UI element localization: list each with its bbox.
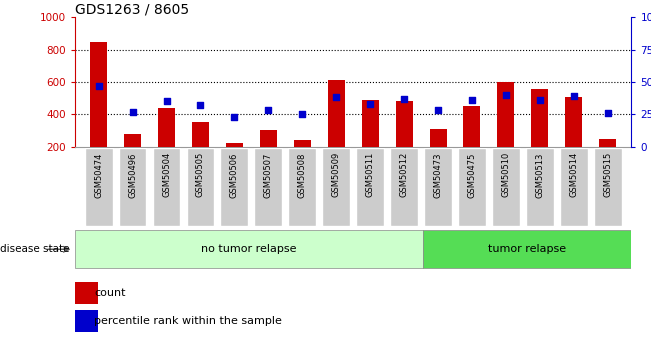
Text: no tumor relapse: no tumor relapse (201, 244, 297, 254)
Bar (599, 139, 616, 147)
FancyBboxPatch shape (390, 148, 418, 226)
Point (433, 108, 443, 113)
Point (501, 92, 511, 98)
FancyBboxPatch shape (187, 148, 214, 226)
Bar (260, 130, 277, 147)
FancyBboxPatch shape (458, 148, 486, 226)
FancyBboxPatch shape (422, 230, 631, 268)
Point (161, 99, 172, 104)
Text: GSM50513: GSM50513 (535, 152, 544, 198)
Text: disease state: disease state (0, 244, 70, 254)
FancyBboxPatch shape (288, 148, 316, 226)
Point (331, 95, 341, 100)
Text: GDS1263 / 8605: GDS1263 / 8605 (75, 2, 189, 16)
FancyBboxPatch shape (255, 148, 283, 226)
Point (568, 93, 579, 99)
Text: GSM50508: GSM50508 (298, 152, 307, 198)
Text: GSM50511: GSM50511 (366, 152, 374, 197)
Bar (294, 140, 311, 147)
Text: GSM50473: GSM50473 (434, 152, 443, 198)
FancyBboxPatch shape (221, 148, 248, 226)
Bar (464, 106, 480, 147)
Bar (192, 122, 209, 147)
Text: GSM50510: GSM50510 (501, 152, 510, 197)
Bar (531, 89, 548, 147)
Bar (497, 82, 514, 147)
Bar (362, 100, 379, 147)
FancyBboxPatch shape (492, 148, 519, 226)
Text: tumor relapse: tumor relapse (488, 244, 566, 254)
Bar (327, 80, 344, 147)
FancyBboxPatch shape (152, 148, 180, 226)
Text: GSM50515: GSM50515 (603, 152, 612, 197)
Bar (158, 108, 175, 147)
Point (128, 109, 138, 115)
Text: GSM50512: GSM50512 (400, 152, 409, 197)
Point (93, 83, 104, 89)
Bar (430, 129, 447, 147)
Point (229, 114, 240, 120)
Bar (75, 282, 98, 304)
Text: count: count (94, 288, 126, 298)
Text: GSM50475: GSM50475 (467, 152, 477, 198)
Text: GSM50505: GSM50505 (196, 152, 205, 197)
Bar (75, 310, 98, 332)
Bar (565, 97, 582, 147)
FancyBboxPatch shape (118, 148, 146, 226)
Text: GSM50504: GSM50504 (162, 152, 171, 197)
Point (467, 97, 477, 103)
FancyBboxPatch shape (75, 230, 422, 268)
Point (195, 102, 206, 108)
FancyBboxPatch shape (424, 148, 452, 226)
Bar (396, 101, 413, 147)
Text: percentile rank within the sample: percentile rank within the sample (94, 316, 283, 326)
Point (603, 110, 613, 116)
Bar (226, 142, 243, 147)
Point (534, 97, 545, 103)
Text: GSM50509: GSM50509 (332, 152, 340, 197)
FancyBboxPatch shape (560, 148, 588, 226)
Text: GSM50507: GSM50507 (264, 152, 273, 198)
Bar (90, 41, 107, 147)
FancyBboxPatch shape (526, 148, 554, 226)
Point (297, 111, 307, 117)
Text: GSM50506: GSM50506 (230, 152, 239, 198)
Point (365, 101, 376, 107)
Text: GSM50496: GSM50496 (128, 152, 137, 198)
Text: GSM50474: GSM50474 (94, 152, 103, 198)
Bar (124, 134, 141, 147)
Point (399, 96, 409, 101)
Point (263, 108, 273, 113)
FancyBboxPatch shape (356, 148, 384, 226)
FancyBboxPatch shape (322, 148, 350, 226)
FancyBboxPatch shape (85, 148, 113, 226)
Text: GSM50514: GSM50514 (569, 152, 578, 197)
FancyBboxPatch shape (594, 148, 622, 226)
